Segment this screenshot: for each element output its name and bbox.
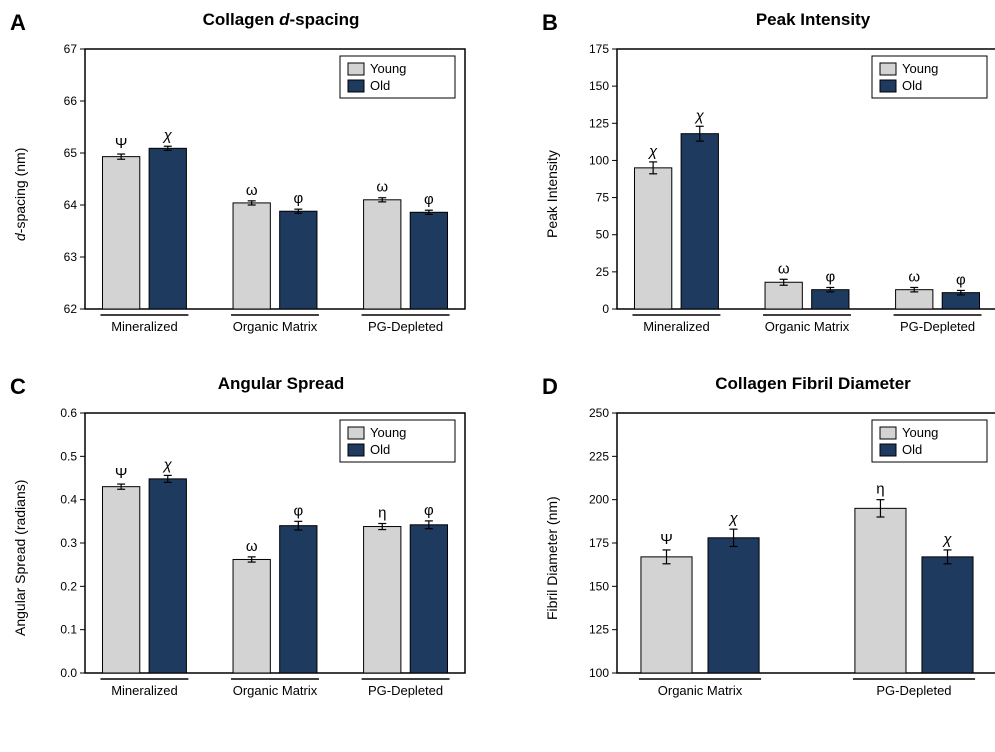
svg-text:φ: φ bbox=[825, 268, 835, 285]
svg-text:χ: χ bbox=[727, 510, 738, 527]
svg-text:Young: Young bbox=[370, 61, 406, 76]
svg-text:φ: φ bbox=[293, 502, 303, 519]
svg-text:ω: ω bbox=[246, 182, 258, 199]
panel-b-title: Peak Intensity bbox=[582, 10, 995, 30]
svg-text:PG-Depleted: PG-Depleted bbox=[900, 319, 975, 334]
svg-text:Old: Old bbox=[370, 442, 390, 457]
svg-text:PG-Depleted: PG-Depleted bbox=[368, 683, 443, 698]
panel-d: D Collagen Fibril Diameter Fibril Diamet… bbox=[542, 374, 995, 718]
svg-text:100: 100 bbox=[589, 153, 609, 167]
svg-text:Young: Young bbox=[902, 425, 938, 440]
svg-text:225: 225 bbox=[589, 449, 609, 463]
svg-text:0.5: 0.5 bbox=[60, 449, 77, 463]
svg-text:0.3: 0.3 bbox=[60, 536, 77, 550]
svg-text:φ: φ bbox=[424, 191, 434, 208]
svg-text:150: 150 bbox=[589, 579, 609, 593]
svg-text:175: 175 bbox=[589, 536, 609, 550]
panel-d-ylabel: Fibril Diameter (nm) bbox=[542, 398, 562, 718]
svg-text:Ψ: Ψ bbox=[660, 531, 673, 548]
svg-text:62: 62 bbox=[64, 302, 78, 316]
panel-c: C Angular Spread Angular Spread (radians… bbox=[10, 374, 512, 718]
svg-text:125: 125 bbox=[589, 623, 609, 637]
panel-a-label: A bbox=[10, 10, 26, 36]
svg-text:χ: χ bbox=[941, 531, 952, 548]
svg-text:η: η bbox=[876, 481, 884, 498]
chart-b: 0 25 50 75 100 125 150 175 χ χ Mineralized ω φ Organi… bbox=[562, 34, 995, 354]
svg-text:0.4: 0.4 bbox=[60, 493, 77, 507]
svg-text:Organic Matrix: Organic Matrix bbox=[658, 683, 743, 698]
svg-text:Ψ: Ψ bbox=[115, 465, 128, 482]
svg-text:Young: Young bbox=[902, 61, 938, 76]
svg-text:63: 63 bbox=[64, 250, 78, 264]
chart-a: 62 63 64 65 66 67 Ψχ Mineralized ω φ Organic Matri… bbox=[30, 34, 480, 354]
svg-text:ω: ω bbox=[376, 179, 388, 196]
svg-text:65: 65 bbox=[64, 146, 78, 160]
panel-c-ylabel: Angular Spread (radians) bbox=[10, 398, 30, 718]
svg-text:ω: ω bbox=[246, 538, 258, 555]
svg-text:0.1: 0.1 bbox=[60, 623, 77, 637]
svg-text:50: 50 bbox=[596, 228, 610, 242]
svg-text:η: η bbox=[378, 505, 386, 522]
svg-text:χ: χ bbox=[162, 456, 173, 473]
svg-text:Mineralized: Mineralized bbox=[111, 683, 177, 698]
panel-d-title: Collagen Fibril Diameter bbox=[582, 374, 995, 394]
svg-text:100: 100 bbox=[589, 666, 609, 680]
svg-text:67: 67 bbox=[64, 42, 78, 56]
panel-b: B Peak Intensity Peak Intensity 0 25 50 75 1… bbox=[542, 10, 995, 354]
svg-text:PG-Depleted: PG-Depleted bbox=[368, 319, 443, 334]
svg-text:ω: ω bbox=[908, 268, 920, 285]
svg-text:Ψ: Ψ bbox=[115, 135, 128, 152]
svg-text:175: 175 bbox=[589, 42, 609, 56]
svg-text:Organic Matrix: Organic Matrix bbox=[233, 683, 318, 698]
panel-b-ylabel: Peak Intensity bbox=[542, 34, 562, 354]
panel-a-ylabel: d-spacing (nm) bbox=[10, 34, 30, 354]
figure-grid: A Collagen d-spacing d-spacing (nm) 62 63… bbox=[10, 10, 995, 718]
svg-text:φ: φ bbox=[956, 271, 966, 288]
svg-text:Mineralized: Mineralized bbox=[643, 319, 709, 334]
svg-text:0: 0 bbox=[602, 302, 609, 316]
panel-d-label: D bbox=[542, 374, 558, 400]
svg-text:125: 125 bbox=[589, 116, 609, 130]
svg-text:PG-Depleted: PG-Depleted bbox=[876, 683, 951, 698]
svg-text:Old: Old bbox=[902, 442, 922, 457]
panel-c-title: Angular Spread bbox=[50, 374, 512, 394]
svg-text:250: 250 bbox=[589, 406, 609, 420]
svg-text:χ: χ bbox=[162, 127, 173, 144]
svg-text:Organic Matrix: Organic Matrix bbox=[233, 319, 318, 334]
svg-text:0.2: 0.2 bbox=[60, 579, 77, 593]
svg-text:64: 64 bbox=[64, 198, 78, 212]
svg-text:ω: ω bbox=[778, 260, 790, 277]
svg-text:Young: Young bbox=[370, 425, 406, 440]
panel-a: A Collagen d-spacing d-spacing (nm) 62 63… bbox=[10, 10, 512, 354]
svg-text:χ: χ bbox=[694, 107, 705, 124]
svg-text:75: 75 bbox=[596, 191, 610, 205]
panel-a-title: Collagen d-spacing bbox=[50, 10, 512, 30]
svg-text:φ: φ bbox=[293, 190, 303, 207]
panel-b-label: B bbox=[542, 10, 558, 36]
svg-text:Organic Matrix: Organic Matrix bbox=[765, 319, 850, 334]
svg-text:Old: Old bbox=[902, 78, 922, 93]
chart-c: 0.0 0.1 0.2 0.3 0.4 0.5 0.6 Ψχ Mineralized ω φ Orga… bbox=[30, 398, 480, 718]
svg-text:0.0: 0.0 bbox=[60, 666, 77, 680]
svg-text:Mineralized: Mineralized bbox=[111, 319, 177, 334]
svg-text:150: 150 bbox=[589, 79, 609, 93]
svg-text:Old: Old bbox=[370, 78, 390, 93]
svg-text:200: 200 bbox=[589, 493, 609, 507]
chart-d: 100 125 150 175 200 225 250 Ψχ Organic Matrix η χ P… bbox=[562, 398, 995, 718]
svg-text:χ: χ bbox=[647, 143, 658, 160]
svg-text:25: 25 bbox=[596, 265, 610, 279]
svg-text:0.6: 0.6 bbox=[60, 406, 77, 420]
panel-c-label: C bbox=[10, 374, 26, 400]
svg-text:66: 66 bbox=[64, 94, 78, 108]
svg-text:φ: φ bbox=[424, 502, 434, 519]
